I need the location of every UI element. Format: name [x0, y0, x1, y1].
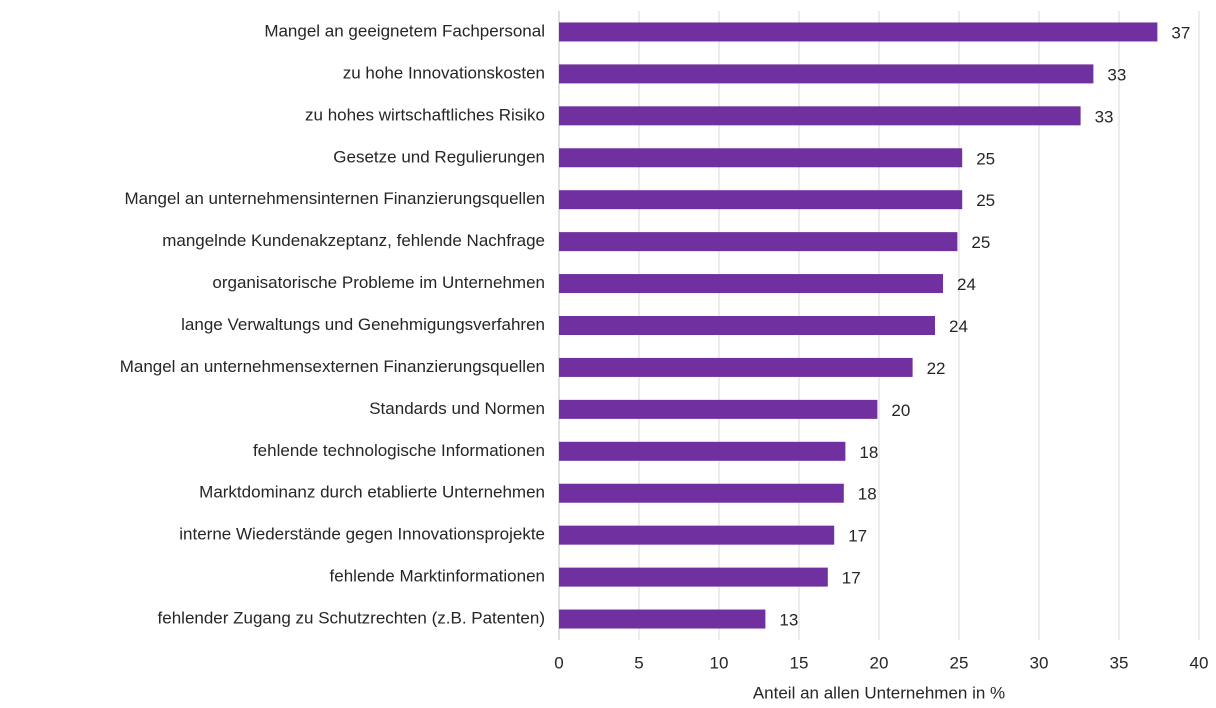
x-tick-label: 30	[1030, 653, 1049, 672]
y-tick-label: mangelnde Kundenakzeptanz, fehlende Nach…	[162, 231, 545, 250]
data-label: 37	[1171, 23, 1190, 42]
bar	[559, 609, 766, 629]
bar	[559, 567, 828, 587]
bar	[559, 441, 846, 461]
x-tick-label: 20	[870, 653, 889, 672]
x-tick-label: 40	[1190, 653, 1209, 672]
bar	[559, 357, 913, 377]
y-tick-label: Mangel an geeignetem Fachpersonal	[264, 21, 545, 40]
y-tick-label: Mangel an unternehmensexternen Finanzier…	[120, 357, 545, 376]
data-label: 22	[927, 359, 946, 378]
bar	[559, 148, 963, 168]
bar	[559, 232, 958, 252]
bar	[559, 399, 878, 419]
x-tick-label: 15	[790, 653, 809, 672]
data-label: 25	[976, 191, 995, 210]
bar	[559, 483, 844, 503]
x-tick-label: 10	[710, 653, 729, 672]
y-tick-label: Gesetze und Regulierungen	[333, 147, 545, 166]
bar	[559, 106, 1081, 126]
x-tick-label: 35	[1110, 653, 1129, 672]
y-tick-label: lange Verwaltungs und Genehmigungsverfah…	[181, 315, 545, 334]
y-tick-label: fehlende Marktinformationen	[330, 567, 545, 586]
y-tick-label: Marktdominanz durch etablierte Unternehm…	[199, 483, 545, 502]
x-tick-label: 0	[554, 653, 563, 672]
y-tick-label: organisatorische Probleme im Unternehmen	[212, 273, 545, 292]
y-tick-label: fehlender Zugang zu Schutzrechten (z.B. …	[158, 609, 545, 628]
y-tick-label: interne Wiederstände gegen Innovationspr…	[179, 525, 545, 544]
data-label: 13	[779, 611, 798, 630]
x-tick-label: 5	[634, 653, 643, 672]
y-tick-label: Standards und Normen	[369, 399, 545, 418]
y-tick-label: fehlende technologische Informationen	[253, 441, 545, 460]
data-label: 24	[949, 317, 968, 336]
y-tick-label: zu hohes wirtschaftliches Risiko	[305, 105, 545, 124]
data-label: 18	[858, 485, 877, 504]
bar	[559, 274, 943, 294]
bar	[559, 64, 1094, 84]
data-label: 18	[859, 443, 878, 462]
data-label: 17	[842, 569, 861, 588]
data-label: 25	[976, 149, 995, 168]
data-label: 24	[957, 275, 976, 294]
data-label: 33	[1107, 65, 1126, 84]
data-label: 33	[1095, 107, 1114, 126]
data-label: 17	[848, 527, 867, 546]
x-axis-label: Anteil an allen Unternehmen in %	[753, 683, 1005, 702]
data-label: 25	[971, 233, 990, 252]
bar	[559, 316, 935, 335]
y-tick-label: zu hohe Innovationskosten	[343, 63, 545, 82]
y-tick-label: Mangel an unternehmensinternen Finanzier…	[124, 189, 545, 208]
bar	[559, 190, 963, 210]
data-label: 20	[891, 401, 910, 420]
bar	[559, 22, 1158, 42]
bar	[559, 525, 835, 545]
x-tick-label: 25	[950, 653, 969, 672]
